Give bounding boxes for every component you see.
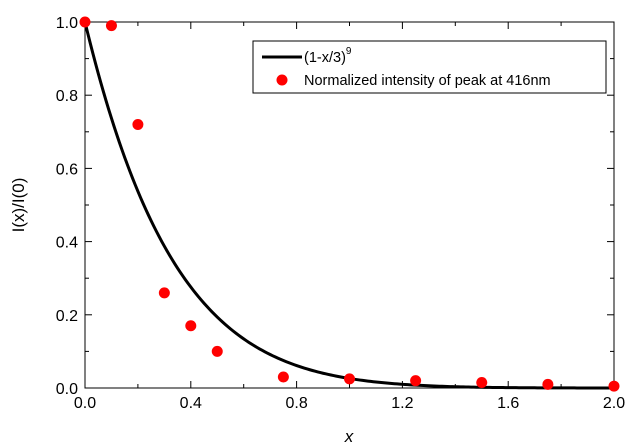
y-tick-label: 1.0 bbox=[56, 15, 78, 32]
legend-entry-scatter: Normalized intensity of peak at 416nm bbox=[304, 73, 551, 89]
data-point bbox=[410, 375, 422, 387]
x-tick-label: 0.4 bbox=[180, 395, 202, 412]
x-tick-labels: 0.0 0.4 0.8 1.2 1.6 2.0 bbox=[74, 395, 625, 412]
data-point bbox=[542, 378, 554, 390]
legend-line-superscript: 9 bbox=[346, 46, 352, 57]
data-point bbox=[476, 377, 488, 389]
legend: (1-x/3)9 Normalized intensity of peak at… bbox=[252, 40, 607, 94]
x-axis-title: x bbox=[344, 427, 354, 446]
y-tick-label: 0.8 bbox=[56, 88, 78, 105]
data-point bbox=[105, 20, 117, 32]
data-point bbox=[79, 16, 91, 28]
y-tick-label: 0.0 bbox=[56, 381, 78, 398]
data-point bbox=[608, 380, 620, 392]
legend-line-label: (1-x/3) bbox=[304, 50, 346, 66]
y-axis-title: I(x)/I(0) bbox=[9, 178, 28, 233]
data-point bbox=[277, 371, 289, 383]
data-point bbox=[158, 287, 170, 299]
x-tick-label: 0.0 bbox=[74, 395, 96, 412]
x-tick-label: 0.8 bbox=[285, 395, 307, 412]
x-tick-label: 1.2 bbox=[391, 395, 413, 412]
x-tick-label: 1.6 bbox=[497, 395, 519, 412]
y-tick-label: 0.4 bbox=[56, 235, 78, 252]
plot-area: 0.0 0.4 0.8 1.2 1.6 2.0 0.0 0.2 0.4 0.6 0.8 1.0 bbox=[56, 15, 625, 412]
y-tick-labels: 0.0 0.2 0.4 0.6 0.8 1.0 bbox=[56, 15, 78, 398]
y-tick-label: 0.6 bbox=[56, 161, 78, 178]
x-tick-label: 2.0 bbox=[603, 395, 625, 412]
data-point bbox=[344, 373, 355, 385]
data-point bbox=[211, 345, 223, 357]
series-scatter-points bbox=[79, 16, 620, 392]
legend-entry-line: (1-x/3)9 bbox=[304, 46, 352, 66]
y-tick-label: 0.2 bbox=[56, 308, 78, 325]
legend-box bbox=[252, 40, 607, 94]
legend-marker-swatch bbox=[276, 74, 288, 86]
data-point bbox=[132, 118, 144, 130]
data-point bbox=[185, 320, 197, 332]
